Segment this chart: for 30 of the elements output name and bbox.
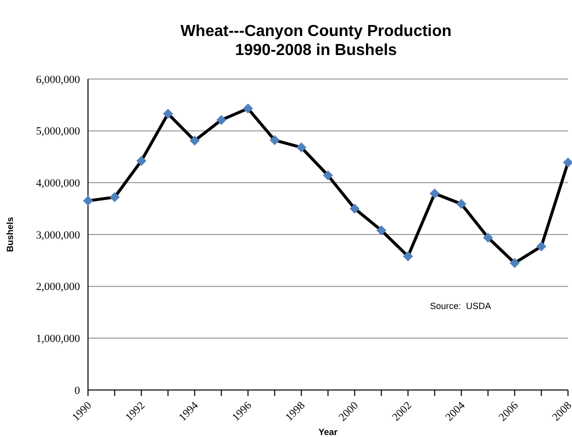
x-axis-title: Year [318,427,338,437]
point [190,136,200,146]
point [243,104,253,114]
point [510,258,520,268]
point [483,232,493,243]
point [270,135,280,146]
point [376,225,386,236]
annotation: Source: USDA [430,301,492,311]
point [563,157,572,168]
point [163,108,173,119]
point [403,251,413,262]
y-tick-label: 0 [74,384,80,397]
y-tick-label: 3,000,000 [36,229,80,242]
point [430,188,440,199]
y-axis-title: Bushels [5,216,16,252]
chart-title: Wheat---Canyon County Production 1990-2008 in Bushels [179,22,453,60]
point [456,198,466,209]
y-tick-label: 6,000,000 [36,74,80,86]
point [296,142,306,152]
point [536,241,546,252]
point [136,156,146,166]
y-tick-label: 1,000,000 [36,333,80,346]
point [323,170,333,180]
point [110,192,120,202]
y-tick-label: 2,000,000 [36,281,80,294]
y-tick-label: 4,000,000 [36,178,80,190]
point [350,204,360,214]
point [216,114,226,125]
y-tick-label: 5,000,000 [36,126,80,138]
point [83,196,93,206]
